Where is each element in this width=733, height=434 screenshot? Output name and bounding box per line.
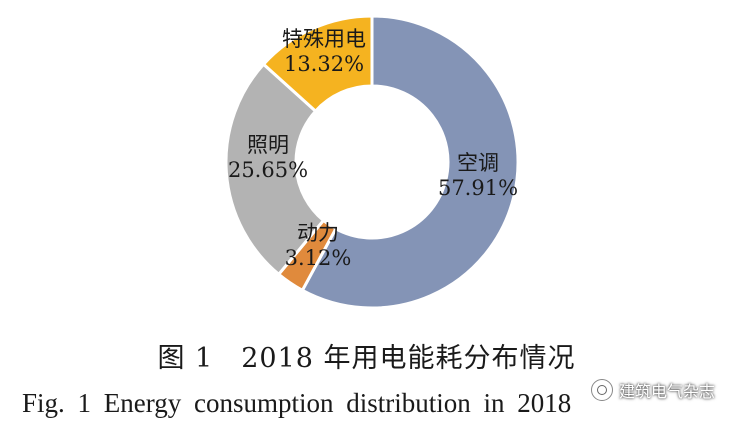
slice-value-label: 13.32% bbox=[284, 52, 364, 76]
slice-name-label: 特殊用电 bbox=[282, 27, 366, 51]
slice-value-label: 25.65% bbox=[228, 158, 308, 182]
slice-value-label: 3.12% bbox=[285, 246, 352, 270]
figure-caption-chinese: 图 1 2018 年用电能耗分布情况 bbox=[157, 343, 576, 374]
slice-name-label: 照明 bbox=[247, 133, 289, 157]
watermark-text: 建筑电气杂志 bbox=[618, 382, 715, 401]
slice-name-label: 动力 bbox=[297, 221, 339, 245]
slice-value-label: 57.91% bbox=[438, 176, 518, 200]
watermark: 建筑电气杂志 bbox=[590, 378, 715, 402]
slice-1 bbox=[300, 14, 520, 310]
wechat-icon bbox=[590, 379, 613, 401]
slice-3 bbox=[224, 62, 326, 277]
figure-caption-english: Fig. 1 Energy consumption distribution i… bbox=[22, 388, 572, 418]
slice-4 bbox=[261, 14, 374, 114]
slice-name-label: 空调 bbox=[457, 151, 499, 175]
